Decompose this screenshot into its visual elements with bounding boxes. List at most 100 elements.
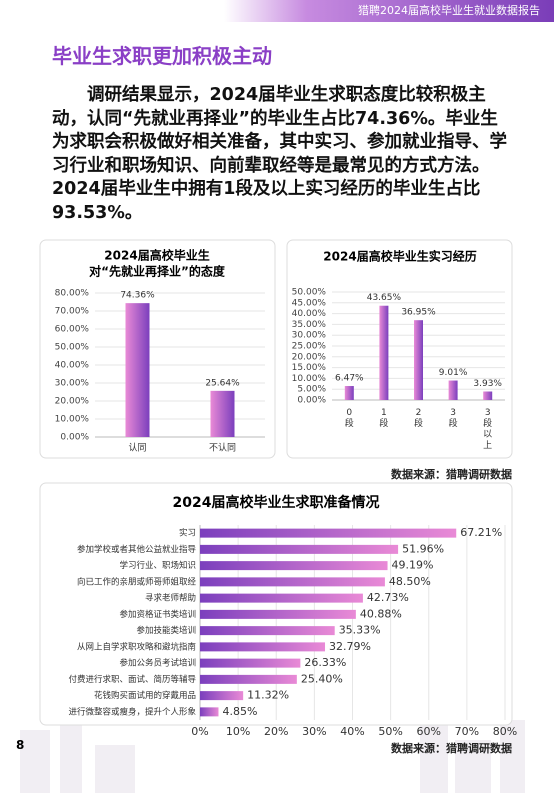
y-tick-label: 10.00% (55, 415, 90, 425)
bar (200, 658, 301, 668)
x-tick-label: 1段 (379, 408, 389, 429)
x-tick-label: 3段以上 (483, 408, 493, 451)
y-tick-label: 70.00% (55, 307, 90, 317)
source: 数据来源：猎聘调研数据 (391, 468, 512, 481)
y-tick-label: 进行微整容或瘦身，提升个人形象 (68, 706, 196, 717)
chart-frame (286, 239, 513, 459)
paragraph: 调研结果显示，2024届毕业生求职态度比较积极主动，认同“先就业再择业”的毕业生… (52, 85, 507, 223)
bar (200, 593, 363, 603)
y-tick-label: 30.00% (292, 331, 327, 341)
x-tick-label: 70% (455, 725, 479, 738)
y-tick-label: 25.00% (292, 342, 327, 352)
x-tick-label: 20% (264, 725, 288, 738)
y-tick-label: 向已工作的亲朋或师哥师姐取经 (77, 576, 197, 587)
y-tick-label: 45.00% (292, 298, 327, 308)
y-tick-label: 40.00% (55, 361, 90, 371)
x-tick-label: 不认同 (209, 442, 236, 454)
section-title: 毕业生求职更加积极主动 (52, 44, 272, 68)
y-tick-label: 参加资格证书类培训 (119, 609, 196, 620)
value-label: 26.33% (304, 656, 346, 669)
value-label: 49.19% (392, 559, 434, 572)
y-tick-label: 5.00% (297, 385, 326, 395)
bar (448, 380, 458, 400)
header: 猎聘2024届高校毕业生就业数据报告 (224, 0, 554, 22)
y-tick-label: 20.00% (55, 397, 90, 407)
source: 数据来源：猎聘调研数据 (391, 742, 512, 755)
x-tick-label: 2段 (413, 408, 423, 429)
y-tick-label: 参加学校或者其他公益就业指导 (77, 544, 197, 555)
y-tick-label: 80.00% (55, 289, 90, 299)
value-label: 51.96% (402, 542, 444, 555)
x-tick-label: 0段 (344, 408, 354, 429)
value-label: 25.64% (205, 378, 240, 388)
value-label: 11.32% (247, 689, 289, 702)
value-label: 40.88% (360, 607, 402, 620)
bar (483, 391, 493, 400)
y-tick-label: 30.00% (55, 379, 90, 389)
chart-subtitle: 对“先就业再择业”的态度 (89, 264, 226, 279)
y-tick-label: 0.00% (297, 396, 326, 406)
bar (200, 577, 385, 587)
y-tick-label: 50.00% (55, 343, 90, 353)
y-tick-label: 花钱购买面试用的穿戴用品 (94, 690, 196, 701)
x-tick-label: 50% (378, 725, 402, 738)
value-label: 9.01% (439, 368, 468, 378)
x-tick-label: 0% (191, 725, 208, 738)
bar (125, 303, 150, 437)
bar (200, 528, 457, 538)
x-tick-label: 认同 (128, 442, 146, 454)
value-label: 4.85% (222, 705, 257, 718)
x-tick-label: 3段 (448, 408, 458, 429)
bar (200, 609, 356, 619)
value-label: 3.93% (473, 379, 502, 389)
city-silhouette (20, 700, 525, 793)
value-label: 32.79% (329, 640, 371, 653)
chart-title: 2024届高校毕业生 (104, 248, 209, 263)
value-label: 74.36% (120, 291, 155, 301)
y-tick-label: 0.00% (60, 433, 89, 443)
bar (200, 561, 388, 571)
chart-title: 2024届高校毕业生实习经历 (323, 249, 476, 264)
bar (200, 691, 244, 701)
value-label: 36.95% (401, 308, 436, 318)
bar (200, 626, 335, 636)
y-tick-label: 40.00% (292, 309, 327, 319)
bar (200, 707, 219, 717)
value-label: 25.40% (301, 672, 343, 685)
page-number: 8 (16, 738, 25, 752)
y-tick-label: 参加公务员考试培训 (119, 658, 196, 669)
bar (344, 386, 354, 400)
y-tick-label: 10.00% (292, 374, 327, 384)
x-tick-label: 40% (340, 725, 364, 738)
y-tick-label: 20.00% (292, 352, 327, 362)
bar (200, 642, 326, 652)
bar (379, 305, 389, 400)
y-tick-label: 60.00% (55, 325, 90, 335)
bar (414, 320, 423, 400)
y-tick-label: 15.00% (292, 363, 327, 373)
value-label: 67.21% (460, 526, 502, 539)
y-tick-label: 50.00% (292, 288, 327, 298)
y-tick-label: 35.00% (292, 320, 327, 330)
y-tick-label: 参加技能类培训 (136, 625, 196, 636)
y-tick-label: 从网上自学求职攻略和避坑指南 (77, 641, 196, 652)
y-tick-label: 寻求老师帮助 (145, 593, 196, 604)
x-tick-label: 60% (417, 725, 441, 738)
bar (200, 544, 399, 554)
x-tick-label: 10% (226, 725, 250, 738)
value-label: 43.65% (367, 293, 402, 303)
value-label: 6.47% (335, 374, 364, 384)
y-tick-label: 学习行业、职场知识 (119, 560, 196, 571)
value-label: 48.50% (389, 575, 431, 588)
value-label: 35.33% (339, 624, 381, 637)
x-tick-label: 30% (302, 725, 326, 738)
y-tick-label: 实习 (179, 528, 196, 539)
chart-title: 2024届高校毕业生求职准备情况 (173, 494, 380, 511)
bar (210, 390, 235, 437)
x-tick-label: 80% (493, 725, 517, 738)
value-label: 42.73% (367, 591, 409, 604)
bar (200, 674, 297, 684)
y-tick-label: 付费进行求职、面试、简历等辅导 (68, 674, 196, 685)
